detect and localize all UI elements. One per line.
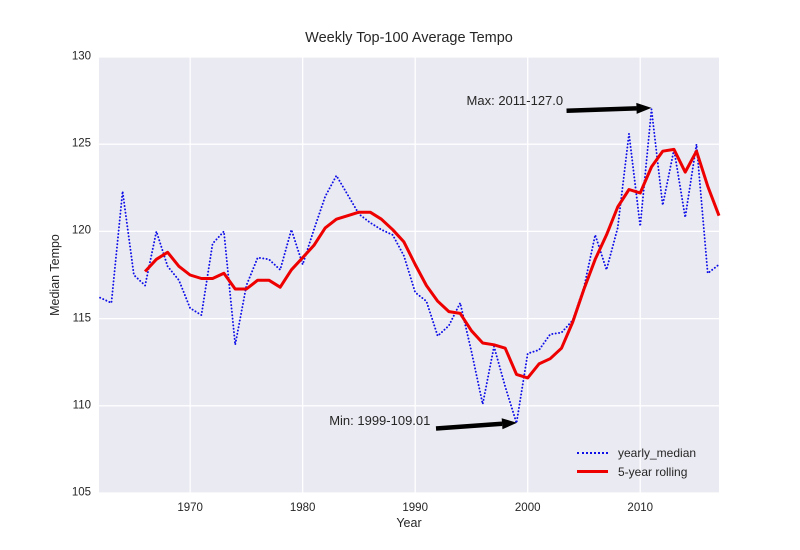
- legend-line-sample-dotted: [577, 451, 608, 454]
- x-tick-label-2010: 2010: [627, 502, 654, 514]
- legend-label: yearly_median: [618, 445, 697, 460]
- x-tick-label-2000: 2000: [514, 502, 541, 514]
- legend-line-sample-solid: [577, 470, 608, 473]
- x-axis-label: Year: [396, 516, 422, 530]
- y-tick-label-125: 125: [71, 137, 91, 150]
- y-tick-label-105: 105: [71, 486, 91, 499]
- legend-label: 5-year rolling: [618, 464, 688, 479]
- y-tick-label-130: 130: [71, 50, 91, 63]
- y-tick-label-110: 110: [72, 399, 91, 412]
- annotation-arrow-head: [636, 102, 652, 114]
- annotation-arrow-head: [501, 418, 518, 430]
- legend: yearly_median 5-year rolling: [577, 443, 696, 481]
- y-tick-label-120: 120: [71, 225, 91, 238]
- x-tick-label-1990: 1990: [402, 502, 428, 514]
- max-annotation-text: Max: 2011-127.0: [466, 93, 564, 109]
- min-annotation-text: Min: 1999-109.01: [329, 412, 431, 428]
- x-tick-label-1970: 1970: [177, 502, 203, 514]
- series-line-yearly-median: [99, 108, 720, 425]
- annotation-arrow-shaft: [435, 421, 503, 431]
- x-tick-label-1980: 1980: [289, 502, 316, 514]
- chart-title: Weekly Top-100 Average Tempo: [305, 30, 513, 46]
- y-tick-label-115: 115: [72, 312, 91, 325]
- annotation-arrow-shaft: [566, 106, 637, 113]
- legend-item-yearly-median: yearly_median: [577, 443, 696, 462]
- series-line-5-year-rolling: [143, 147, 721, 380]
- legend-item-5-year-rolling: 5-year rolling: [577, 462, 696, 481]
- y-axis-label: Median Tempo: [48, 234, 63, 316]
